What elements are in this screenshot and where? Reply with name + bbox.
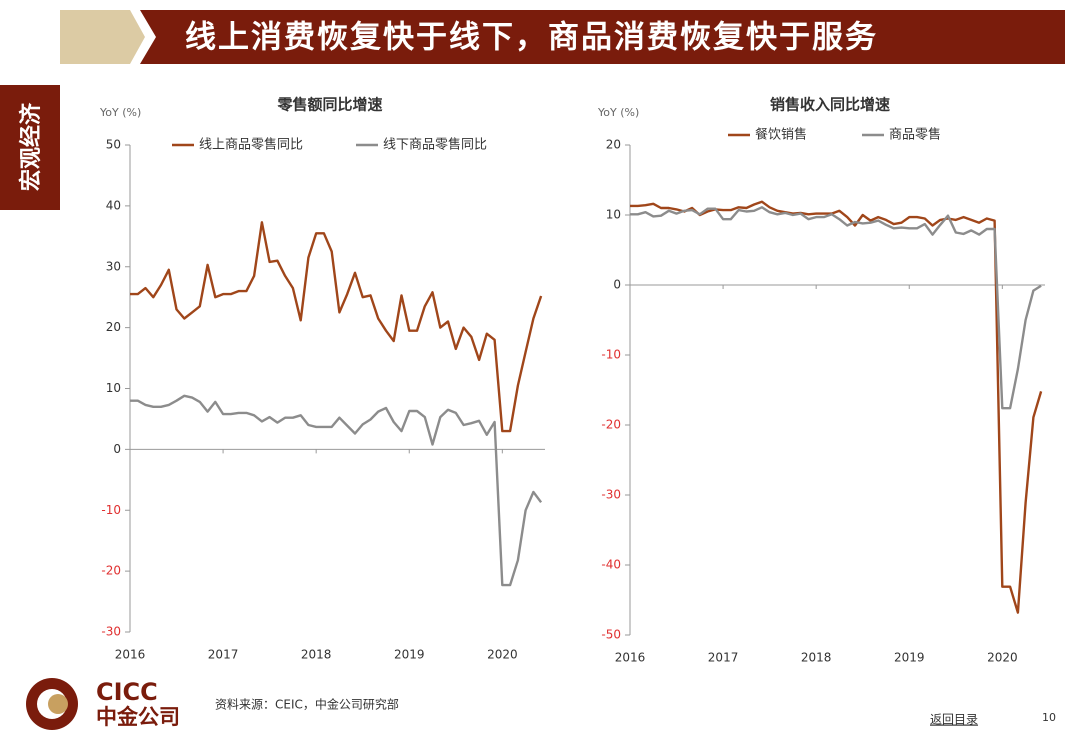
banner-accent (60, 10, 145, 64)
banner (140, 10, 1065, 64)
y-tick-label: -10 (601, 348, 621, 362)
x-tick-label: 2017 (208, 648, 239, 662)
y-tick-label: -10 (101, 503, 121, 517)
logo-cn: 中金公司 (96, 705, 180, 729)
y-tick-label: 10 (606, 208, 621, 222)
series-line (630, 206, 1042, 410)
x-tick-label: 2019 (894, 651, 925, 665)
y-tick-label: 20 (606, 138, 621, 152)
legend-label: 餐饮销售 (755, 127, 807, 143)
x-tick-label: 2016 (615, 651, 646, 665)
legend-label: 线下商品零售同比 (383, 137, 487, 153)
logo-en: CICC (96, 678, 158, 706)
y-tick-label: 40 (106, 198, 121, 212)
side-label: 宏观经济 (18, 102, 44, 191)
slide-title: 线上消费恢复快于线下，商品消费恢复快于服务 (185, 20, 878, 56)
toc-link[interactable]: 返回目录 (930, 713, 978, 727)
y-tick-label: 30 (106, 259, 121, 273)
y-axis-label: YoY (%) (597, 106, 639, 119)
y-tick-label: -30 (601, 488, 621, 502)
logo-dot (48, 694, 68, 714)
y-tick-label: -50 (601, 628, 621, 642)
side-tab (0, 85, 60, 210)
legend-label: 线上商品零售同比 (199, 137, 303, 153)
y-tick-label: -20 (101, 564, 121, 578)
source-note: 资料来源：CEIC，中金公司研究部 (215, 697, 399, 712)
chart-title: 销售收入同比增速 (770, 96, 890, 114)
legend-label: 商品零售 (889, 127, 941, 143)
logo: CICC 中金公司 (26, 678, 180, 730)
x-tick-label: 2019 (394, 648, 425, 662)
chart-title: 零售额同比增速 (276, 96, 382, 114)
x-tick-label: 2018 (801, 651, 832, 665)
y-tick-label: 0 (613, 278, 621, 292)
y-tick-label: 0 (113, 442, 121, 456)
series-line (130, 394, 543, 587)
x-tick-label: 2017 (708, 651, 739, 665)
series-line (130, 221, 543, 433)
y-tick-label: -30 (101, 625, 121, 639)
y-tick-label: 50 (106, 138, 121, 152)
x-tick-label: 2020 (987, 651, 1018, 665)
page-number: 10 (1042, 711, 1056, 724)
y-tick-label: -20 (601, 418, 621, 432)
y-tick-label: -40 (601, 558, 621, 572)
y-tick-label: 20 (106, 320, 121, 334)
x-tick-label: 2018 (301, 648, 332, 662)
series-line (630, 200, 1043, 614)
y-axis-label: YoY (%) (99, 106, 141, 119)
y-tick-label: 10 (106, 381, 121, 395)
x-tick-label: 2016 (115, 648, 146, 662)
x-tick-label: 2020 (487, 648, 518, 662)
